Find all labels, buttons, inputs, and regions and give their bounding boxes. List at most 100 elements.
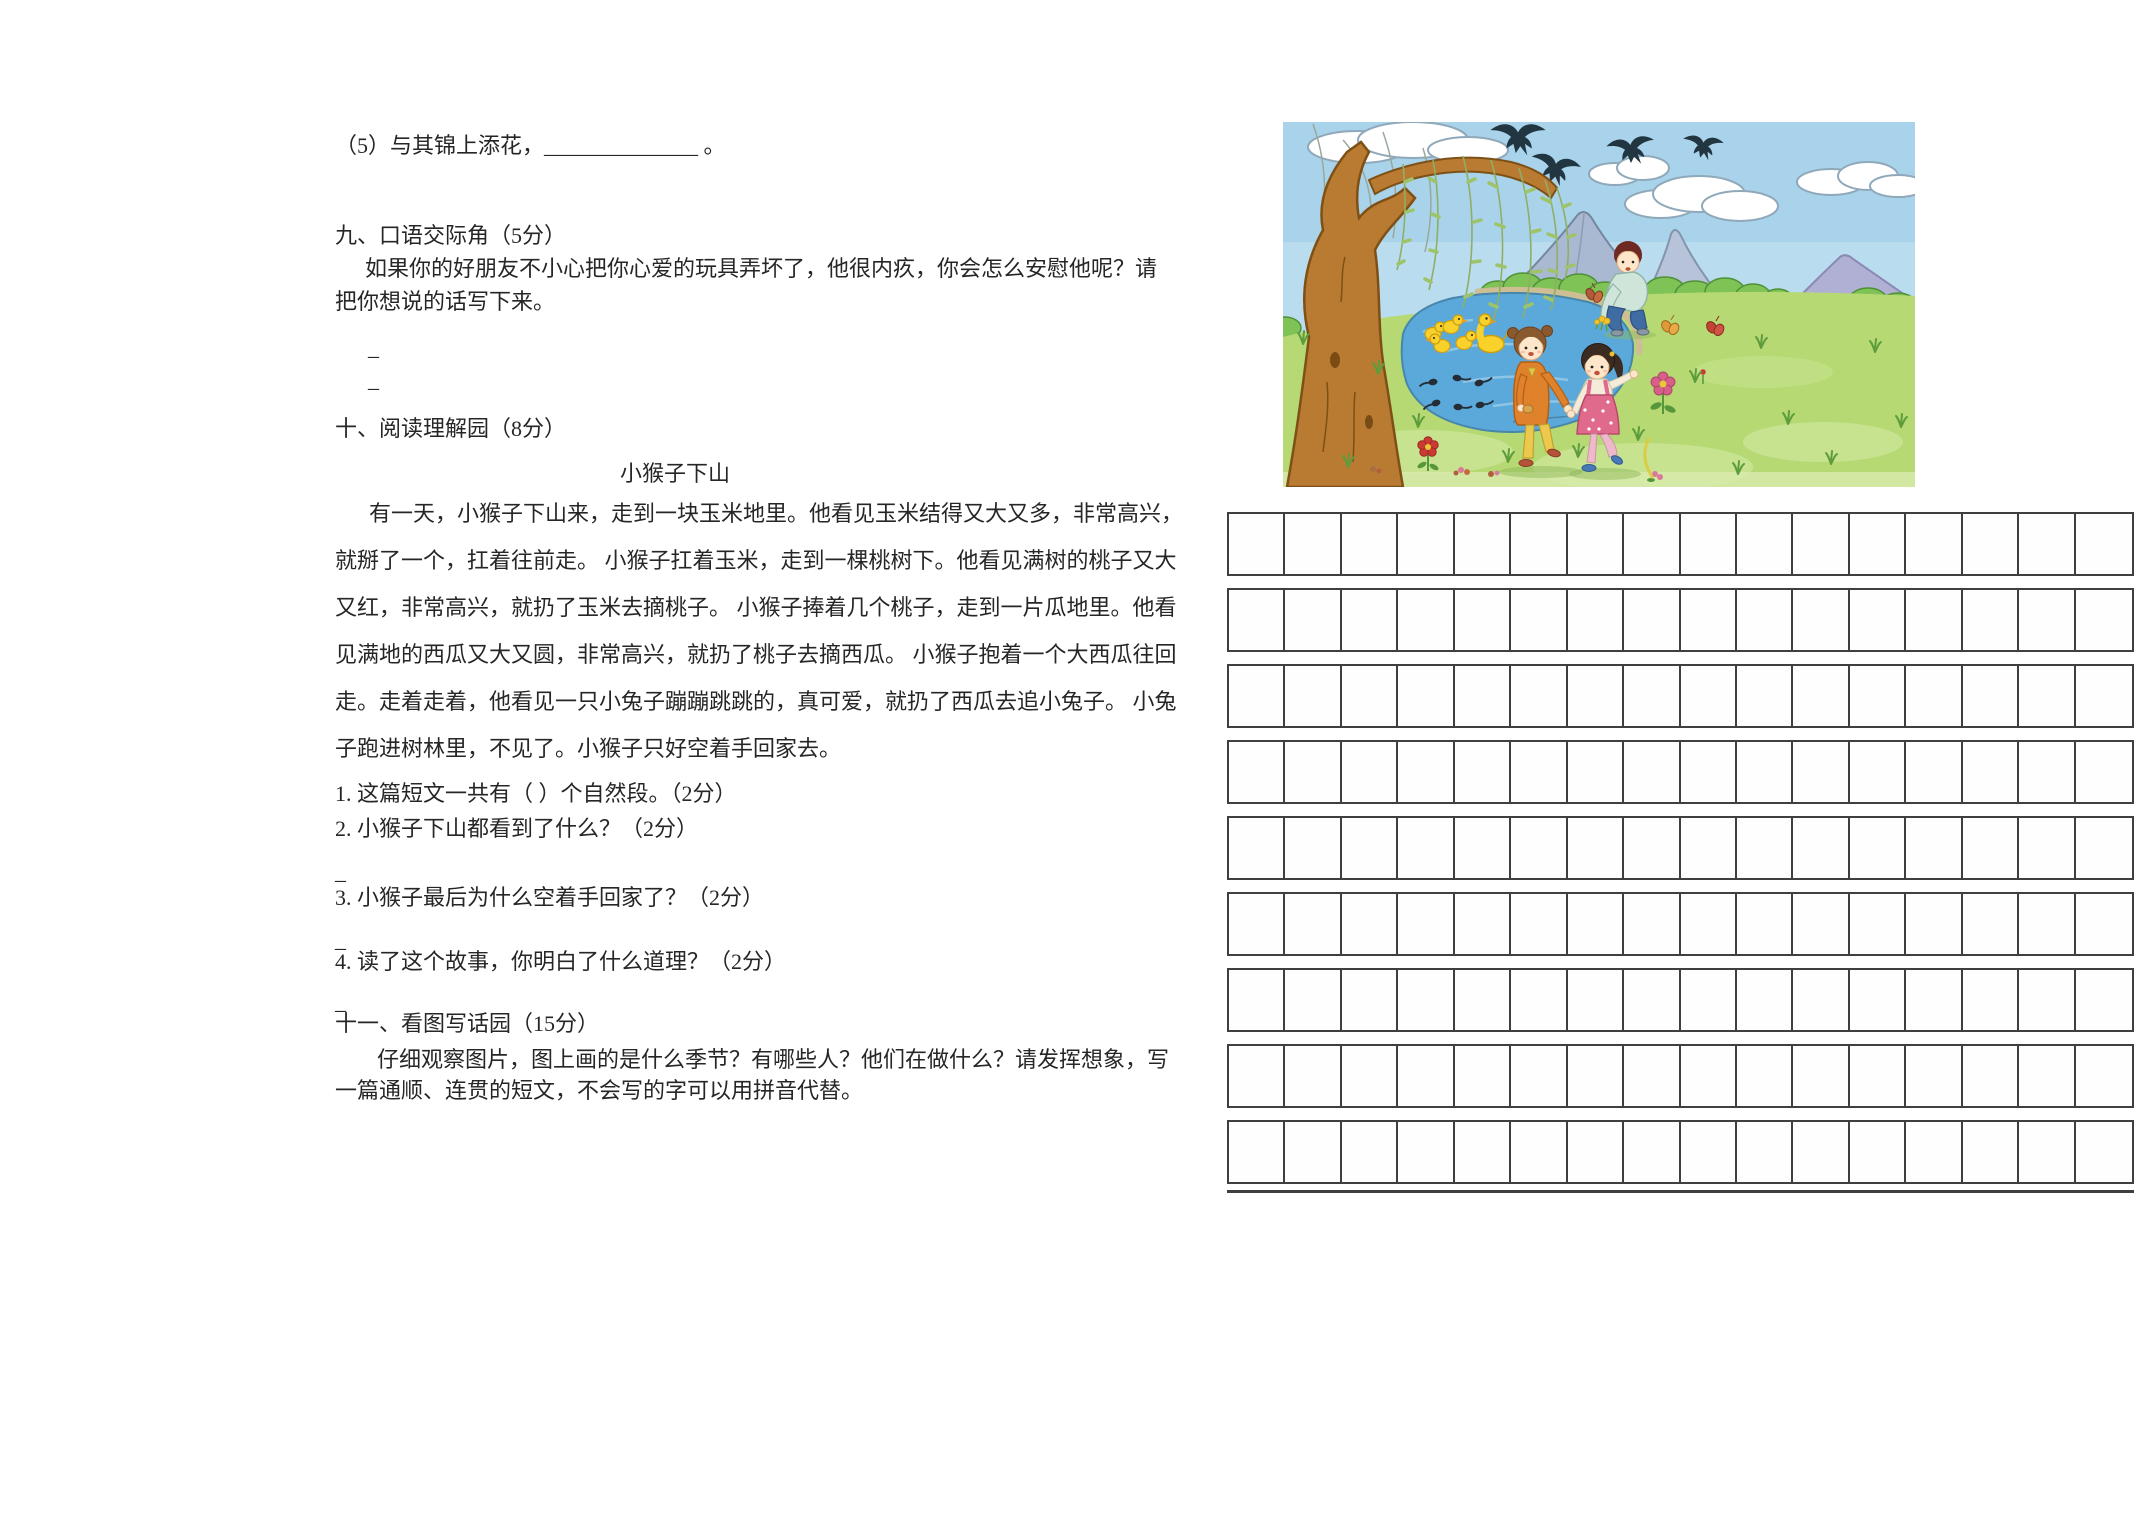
tree-trunk: [1285, 140, 1417, 489]
grid-cell: [1850, 590, 1907, 650]
grid-cell: [1963, 818, 2020, 878]
grid-row: [1227, 1044, 2134, 1108]
grass-tufts: [1297, 330, 1908, 475]
grid-cell: [1624, 742, 1681, 802]
answer-blank-mark: _: [368, 367, 379, 392]
grid-cell: [1737, 514, 1794, 574]
grid-cell: [1229, 590, 1286, 650]
grid-cell: [1963, 970, 2020, 1030]
grid-cell: [1285, 742, 1342, 802]
grid-cell: [2019, 894, 2076, 954]
grid-cell: [1906, 742, 1963, 802]
grid-cell: [1850, 514, 1907, 574]
answer-blank-mark: _: [368, 335, 379, 360]
grid-cell: [1737, 818, 1794, 878]
section-10-title: 十、阅读理解园（8分）: [335, 416, 567, 441]
grid-cell: [1793, 742, 1850, 802]
grid-cell: [1342, 514, 1399, 574]
grid-cell: [1568, 818, 1625, 878]
grid-cell: [1398, 1046, 1455, 1106]
grid-cell: [1963, 742, 2020, 802]
grid-cell: [1398, 894, 1455, 954]
grid-cell: [1850, 1122, 1907, 1182]
passage-line: 子跑进树林里，不见了。小猴子只好空着手回家去。: [335, 736, 842, 761]
grid-cell: [1455, 514, 1512, 574]
tree-branch: [1367, 156, 1559, 200]
section-11-line-2: 一篇通顺、连贯的短文，不会写的字可以用拼音代替。: [335, 1078, 864, 1103]
grid-cell: [1455, 818, 1512, 878]
grid-cell: [1511, 666, 1568, 726]
butterfly: [1585, 282, 1604, 303]
grid-cell: [1906, 970, 1963, 1030]
grid-cell: [1681, 514, 1737, 574]
grid-cell: [1681, 970, 1737, 1030]
grid-cell: [1455, 742, 1512, 802]
grid-cell: [1342, 1046, 1399, 1106]
grid-cell: [1793, 666, 1850, 726]
passage-line: 见满地的西瓜又大又圆，非常高兴，就扔了桃子去摘西瓜。 小猴子抱着一个大西瓜往回: [335, 642, 1177, 667]
grid-row: [1227, 740, 2134, 804]
picture-writing-illustration: [1268, 121, 1927, 491]
grid-cell: [1963, 514, 2020, 574]
two-girls-holding-hands: [1499, 325, 1641, 480]
fill-blank-item-5: （5）与其锦上添花，______________ 。: [335, 133, 726, 158]
grid-cell: [1681, 1046, 1737, 1106]
grid-cell: [2076, 970, 2132, 1030]
grid-cell: [1624, 666, 1681, 726]
grid-row: [1227, 1120, 2134, 1184]
grid-cell: [2076, 590, 2132, 650]
question-1: 1. 这篇短文一共有（ ）个自然段。（2分）: [335, 781, 737, 806]
grid-cell: [2019, 1122, 2076, 1182]
grid-cell: [2076, 818, 2132, 878]
writing-grid: [1227, 512, 2134, 1193]
grid-cell: [1511, 818, 1568, 878]
grid-cell: [1511, 514, 1568, 574]
flower-small-pink: [1647, 471, 1663, 482]
willow-tree: [1285, 123, 1577, 489]
grid-cell: [1285, 666, 1342, 726]
mother-duck: [1476, 313, 1508, 354]
grid-cell: [1511, 590, 1568, 650]
grid-cell: [1793, 894, 1850, 954]
passage-line: 有一天，小猴子下山来，走到一块玉米地里。他看见玉米结得又大又多，非常高兴，: [369, 501, 1184, 526]
grid-cell: [1568, 590, 1625, 650]
grid-cell: [1681, 666, 1737, 726]
grid-cell: [1850, 894, 1907, 954]
grid-cell: [1906, 666, 1963, 726]
grid-cell: [1681, 742, 1737, 802]
passage-line: 就掰了一个，扛着往前走。 小猴子扛着玉米，走到一棵桃树下。他看见满树的桃子又大: [335, 548, 1177, 573]
grid-cell: [1737, 970, 1794, 1030]
flower-cluster: [1488, 470, 1500, 477]
grid-row: [1227, 968, 2134, 1032]
question-4: 4. 读了这个故事，你明白了什么道理？（2分）: [335, 949, 787, 974]
grid-cell: [1850, 1046, 1907, 1106]
grid-cell: [1398, 1122, 1455, 1182]
grid-row: [1227, 816, 2134, 880]
grid-cell: [1342, 590, 1399, 650]
grid-cell: [1681, 590, 1737, 650]
swallow-icon: [1606, 136, 1654, 164]
grid-cell: [1737, 1046, 1794, 1106]
grid-cell: [1850, 970, 1907, 1030]
grid-cell: [1568, 514, 1625, 574]
passage-line: 又红，非常高兴，就扔了玉米去摘桃子。 小猴子捧着几个桃子，走到一片瓜地里。他看: [335, 595, 1177, 620]
grid-cell: [1342, 970, 1399, 1030]
grid-cell: [1229, 894, 1286, 954]
grid-cell: [1906, 590, 1963, 650]
grid-cell: [1511, 1122, 1568, 1182]
swallow-icon: [1683, 135, 1724, 161]
grid-cell: [1285, 818, 1342, 878]
ducklings: [1424, 313, 1508, 354]
swallows: [1490, 124, 1724, 187]
grid-cell: [2076, 514, 2132, 574]
grid-cell: [1963, 590, 2020, 650]
cloud: [1796, 161, 1927, 198]
grid-cell: [1568, 970, 1625, 1030]
grid-cell: [1398, 818, 1455, 878]
girl-pink-dress: [1566, 343, 1639, 472]
section-9-line-1: 如果你的好朋友不小心把你心爱的玩具弄坏了，他很内疚，你会怎么安慰他呢？请: [365, 256, 1158, 281]
grid-cell: [2019, 590, 2076, 650]
grid-cell: [2019, 818, 2076, 878]
grid-cell: [1342, 818, 1399, 878]
grid-cell: [1455, 1046, 1512, 1106]
